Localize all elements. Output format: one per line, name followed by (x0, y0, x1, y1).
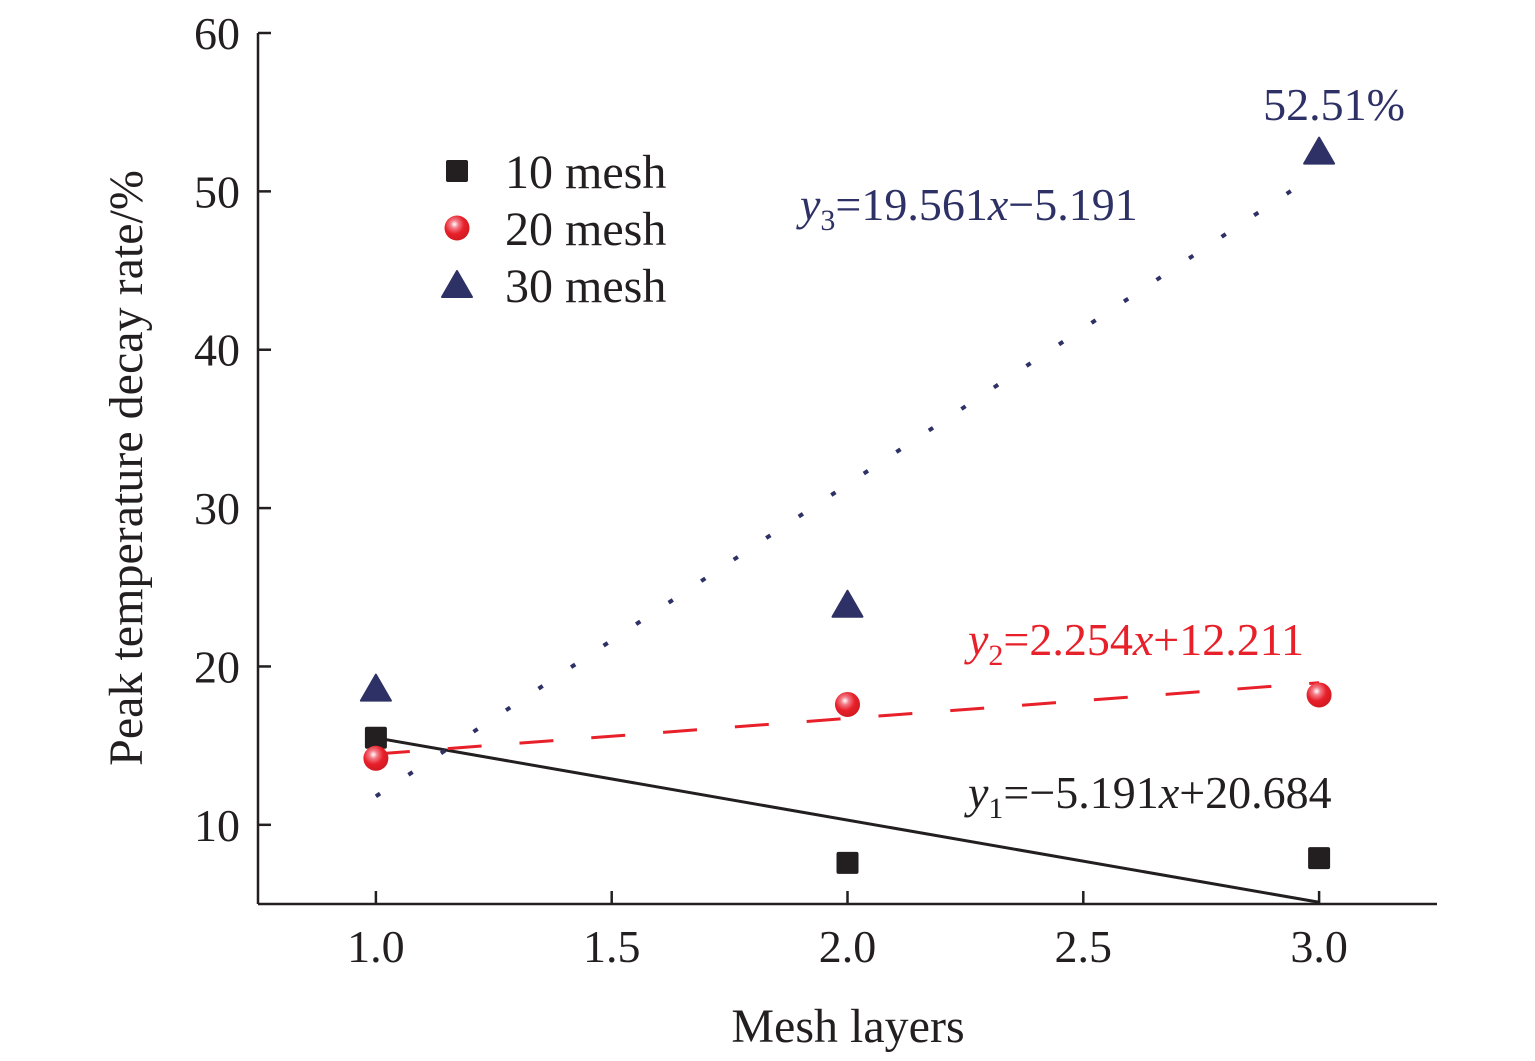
data-point-30-mesh (1303, 136, 1336, 165)
x-tick-label: 2.0 (819, 921, 877, 972)
x-tick-label: 2.5 (1055, 921, 1113, 972)
y-tick-label: 20 (194, 641, 240, 692)
legend-marker-3 (441, 270, 473, 298)
legend-marker-1 (446, 160, 468, 182)
fit-lines (374, 170, 1321, 904)
fit-line-1 (375, 736, 1320, 904)
y-axis-label: Peak temperature decay rate/% (100, 170, 153, 766)
data-point-30-mesh (359, 673, 392, 702)
x-tick-label: 1.0 (347, 921, 405, 972)
fit-line-2 (375, 681, 1320, 756)
data-point-20-mesh (363, 745, 389, 771)
fit-equation-2: y2=2.254x+12.211 (964, 614, 1304, 672)
x-tick-label: 1.5 (583, 921, 641, 972)
fit-equations: y1=−5.191x+20.684 y2=2.254x+12.211 y3=19.5… (796, 179, 1332, 825)
y-tick-label: 40 (194, 325, 240, 376)
legend-marker-2 (444, 215, 470, 241)
fit-equation-1: y1=−5.191x+20.684 (964, 767, 1332, 825)
data-point-10-mesh (364, 726, 387, 749)
legend-label-1: 10 mesh (505, 146, 666, 199)
data-point-20-mesh (835, 691, 860, 717)
data-point-10-mesh (836, 851, 859, 874)
y-tick-label: 30 (194, 483, 240, 534)
data-point-30-mesh (831, 589, 864, 618)
legend-label-3: 30 mesh (505, 260, 666, 313)
legend-label-2: 20 mesh (505, 203, 666, 256)
data-point-20-mesh (1306, 682, 1332, 708)
annotation-peak: 52.51% (1263, 79, 1405, 130)
x-tick-label: 3.0 (1290, 921, 1348, 972)
data-points (359, 136, 1336, 874)
y-tick-label: 60 (194, 8, 240, 59)
data-point-10-mesh (1308, 847, 1331, 870)
x-axis-label: Mesh layers (731, 1000, 964, 1053)
y-tick-label: 50 (194, 166, 240, 217)
axes: 1.0 1.5 2.0 2.5 3.0 10 20 30 40 50 60 (194, 8, 1437, 972)
fit-equation-3: y3=19.561x−5.191 (796, 179, 1138, 237)
y-tick-label: 10 (194, 800, 240, 851)
